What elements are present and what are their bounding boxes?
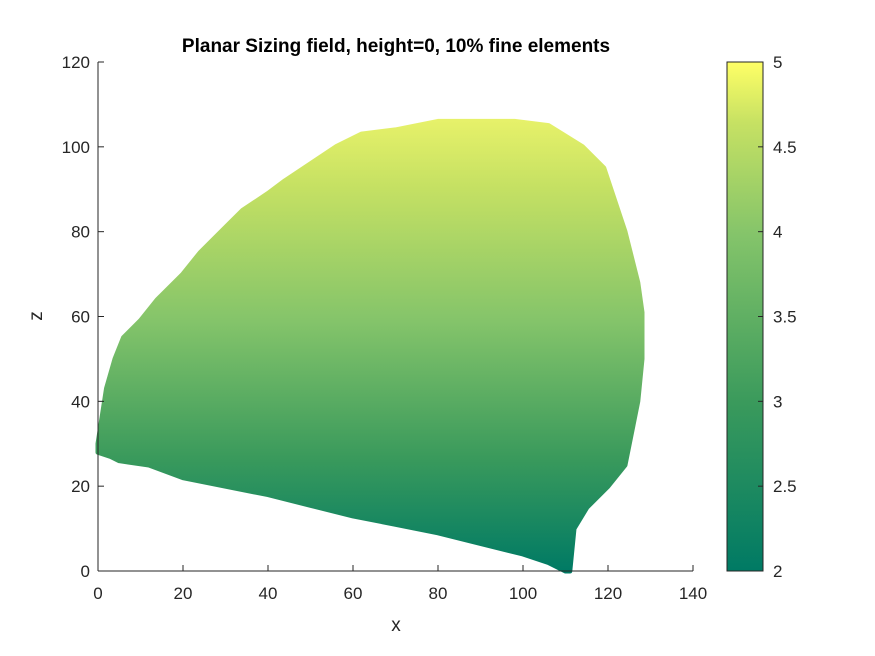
y-tick-label: 100 (62, 138, 90, 157)
y-tick-label: 60 (71, 308, 90, 327)
sizing-field-region (95, 118, 645, 574)
y-tick-label: 80 (71, 223, 90, 242)
plot-area (95, 118, 645, 574)
x-tick-label: 20 (174, 584, 193, 603)
x-tick-label: 100 (509, 584, 537, 603)
x-tick-label: 0 (93, 584, 102, 603)
colorbar: 2 2.5 3 3.5 4 4.5 5 (726, 53, 797, 581)
colorbar-tick-label: 3 (773, 392, 782, 411)
y-tick-label: 40 (71, 392, 90, 411)
colorbar-tick-label: 5 (773, 53, 782, 72)
axes: 0 20 40 60 80 100 120 140 0 20 40 60 80 100 120 (62, 53, 708, 603)
colorbar-gradient (726, 61, 764, 572)
colorbar-tick-label: 2 (773, 562, 782, 581)
colorbar-tick-label: 4 (773, 223, 782, 242)
chart-title: Planar Sizing field, height=0, 10% fine … (182, 36, 610, 57)
y-tick-label: 120 (62, 53, 90, 72)
colorbar-tick-label: 2.5 (773, 477, 797, 496)
y-axis-label: z (26, 311, 47, 321)
y-tick-label: 20 (71, 477, 90, 496)
x-tick-label: 140 (679, 584, 707, 603)
x-tick-label: 60 (344, 584, 363, 603)
y-tick-label: 0 (81, 562, 90, 581)
colorbar-tick-label: 4.5 (773, 138, 797, 157)
x-tick-label: 40 (259, 584, 278, 603)
x-tick-label: 120 (594, 584, 622, 603)
x-axis-label: x (391, 615, 401, 636)
colorbar-tick-label: 3.5 (773, 308, 797, 327)
x-tick-label: 80 (429, 584, 448, 603)
